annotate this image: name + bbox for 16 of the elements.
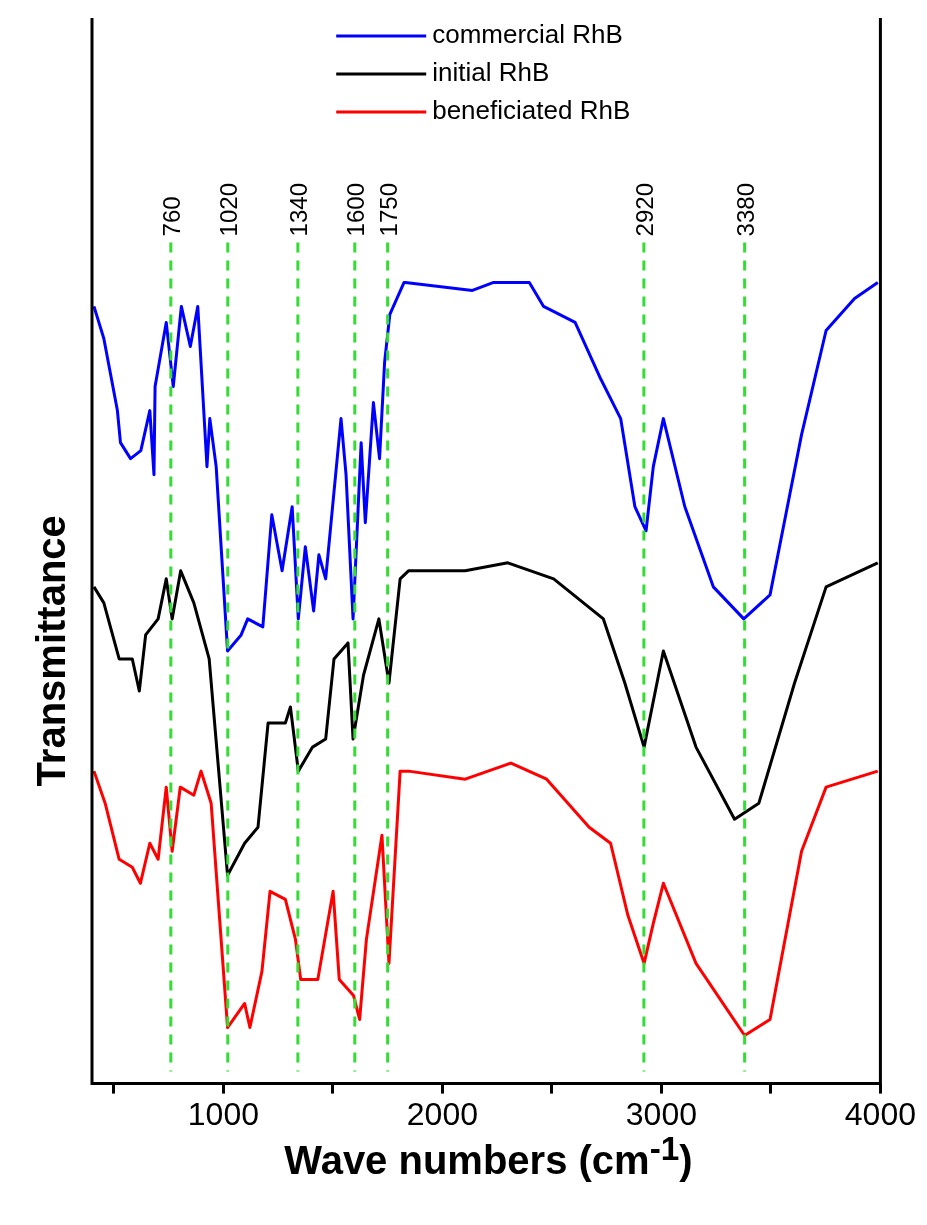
ref-line-label: 2920 bbox=[630, 183, 658, 237]
x-tick-label: 4000 bbox=[844, 1095, 916, 1132]
legend-label: beneficiated RhB bbox=[432, 95, 631, 126]
x-tick-label: 1000 bbox=[187, 1095, 259, 1132]
ref-line-label: 1020 bbox=[214, 183, 242, 237]
x-tick-label: 3000 bbox=[625, 1095, 697, 1132]
x-axis-title: Wave numbers (cm$^{-1}$) bbox=[283, 1130, 694, 1184]
ref-line-label: 3380 bbox=[731, 183, 759, 237]
legend-label: initial RhB bbox=[432, 57, 550, 88]
y-axis-title: Transmittance bbox=[29, 515, 74, 787]
ref-line-label: 760 bbox=[157, 196, 185, 237]
x-tick-label: 2000 bbox=[406, 1095, 478, 1132]
ref-line-label: 1600 bbox=[341, 183, 369, 237]
ref-line-label: 1750 bbox=[374, 183, 402, 237]
ref-line-label: 1340 bbox=[284, 183, 312, 237]
legend-label: commercial RhB bbox=[432, 19, 623, 50]
